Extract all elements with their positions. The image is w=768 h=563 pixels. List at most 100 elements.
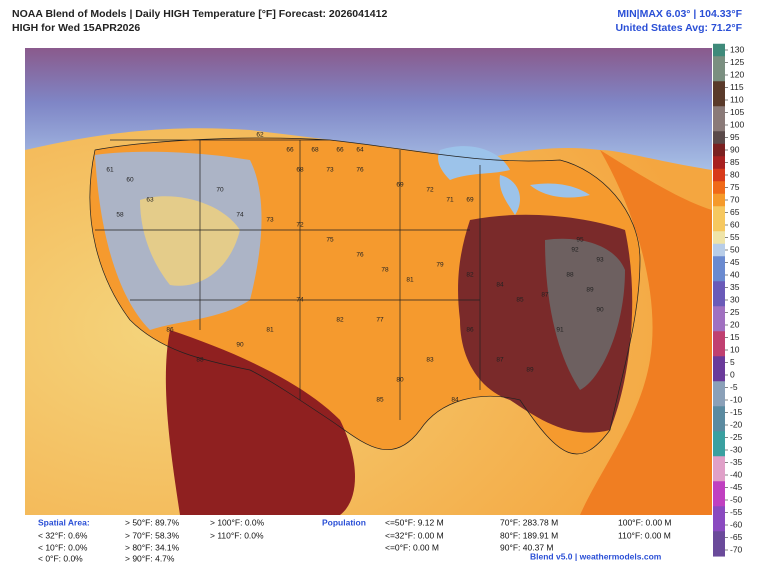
color-swatch	[713, 356, 725, 370]
color-swatch	[713, 443, 725, 457]
map: 62 66 68 66 64 68 73 76 69 72 71 69 61 60 63 58 70 74 73 72…	[25, 48, 712, 515]
tick-label: -65	[730, 532, 743, 542]
tick-label: -20	[730, 419, 743, 429]
color-swatch	[713, 106, 725, 120]
population-stat: 100°F: 0.00 M	[618, 517, 671, 527]
color-swatch	[713, 68, 725, 82]
average: United States Avg: 71.2°F	[615, 22, 742, 34]
station-value: 61	[106, 167, 114, 174]
tick-label: -55	[730, 507, 743, 517]
station-value: 71	[446, 197, 454, 204]
color-swatch	[713, 468, 725, 482]
spatial-stat: < 0°F: 0.0%	[38, 553, 83, 563]
color-swatch	[713, 256, 725, 270]
station-value: 70	[216, 187, 224, 194]
spatial-stat: > 100°F: 0.0%	[210, 517, 265, 527]
tick-label: 85	[730, 157, 740, 167]
station-value: 74	[296, 297, 304, 304]
color-swatch	[713, 343, 725, 357]
station-value: 82	[466, 272, 474, 279]
color-swatch	[713, 318, 725, 332]
tick-label: 25	[730, 307, 740, 317]
station-value: 91	[556, 327, 564, 334]
station-value: 85	[376, 397, 384, 404]
station-value: 92	[571, 247, 579, 254]
tick-label: 15	[730, 332, 740, 342]
station-value: 76	[356, 252, 364, 259]
station-value: 58	[116, 212, 124, 219]
color-swatch	[713, 268, 725, 282]
population-stat: 80°F: 189.91 M	[500, 530, 558, 540]
tick-label: 30	[730, 294, 740, 304]
station-value: 86	[466, 327, 474, 334]
color-swatch	[713, 43, 725, 57]
color-swatch	[713, 293, 725, 307]
color-swatch	[713, 81, 725, 95]
color-swatch	[713, 156, 725, 170]
tick-label: -50	[730, 494, 743, 504]
station-value: 74	[236, 212, 244, 219]
tick-label: 20	[730, 319, 740, 329]
color-swatch	[713, 406, 725, 420]
tick-label: 95	[730, 132, 740, 142]
population-label: Population	[322, 517, 366, 527]
tick-label: 55	[730, 232, 740, 242]
station-value: 63	[146, 197, 154, 204]
station-value: 69	[466, 197, 474, 204]
station-value: 80	[396, 377, 404, 384]
station-value: 83	[426, 357, 434, 364]
station-value: 88	[566, 272, 574, 279]
color-swatch	[713, 431, 725, 445]
color-swatch	[713, 418, 725, 432]
station-value: 87	[496, 357, 504, 364]
stations: 62 66 68 66 64 68 73 76 69 72 71 69 61 60 63 58 70 74 73 72…	[106, 132, 604, 404]
station-value: 88	[196, 357, 204, 364]
tick-label: -40	[730, 469, 743, 479]
color-swatch	[713, 56, 725, 70]
color-swatch	[713, 118, 725, 132]
tick-label: -15	[730, 407, 743, 417]
tick-label: -60	[730, 519, 743, 529]
tick-label: 100	[730, 119, 744, 129]
tick-label: 60	[730, 219, 740, 229]
minmax: MIN|MAX 6.03° | 104.33°F	[617, 8, 742, 20]
spatial-stat: > 110°F: 0.0%	[210, 530, 264, 540]
color-swatch	[713, 93, 725, 107]
tick-label: -10	[730, 394, 743, 404]
tick-label: -30	[730, 444, 743, 454]
station-value: 76	[356, 167, 364, 174]
station-value: 86	[166, 327, 174, 334]
station-value: 72	[296, 222, 304, 229]
tick-label: 70	[730, 194, 740, 204]
tick-label: 120	[730, 69, 744, 79]
station-value: 62	[256, 132, 264, 139]
station-value: 66	[336, 147, 344, 154]
color-swatch	[713, 281, 725, 295]
color-swatch	[713, 131, 725, 145]
station-value: 60	[126, 177, 134, 184]
station-value: 81	[266, 327, 274, 334]
tick-label: 105	[730, 107, 744, 117]
population-stat: 90°F: 40.37 M	[500, 542, 553, 552]
station-value: 89	[586, 287, 594, 294]
tick-label: 110	[730, 94, 744, 104]
tick-label: 75	[730, 182, 740, 192]
tick-label: 5	[730, 357, 735, 367]
station-value: 64	[356, 147, 364, 154]
credit: Blend v5.0 | weathermodels.com	[530, 551, 662, 561]
population-stat: <=0°F: 0.00 M	[385, 542, 439, 552]
subtitle: HIGH for Wed 15APR2026	[12, 22, 140, 34]
tick-label: -25	[730, 432, 743, 442]
spatial-stat: > 50°F: 89.7%	[125, 517, 180, 527]
atlantic	[580, 150, 712, 515]
station-value: 89	[526, 367, 534, 374]
tick-label: 50	[730, 244, 740, 254]
tick-label: 45	[730, 257, 740, 267]
footer: Spatial Area: Population Blend v5.0 | we…	[38, 517, 671, 563]
tick-label: -5	[730, 382, 738, 392]
color-swatch	[713, 456, 725, 470]
color-swatch	[713, 331, 725, 345]
population-stat: 70°F: 283.78 M	[500, 517, 558, 527]
station-value: 75	[326, 237, 334, 244]
